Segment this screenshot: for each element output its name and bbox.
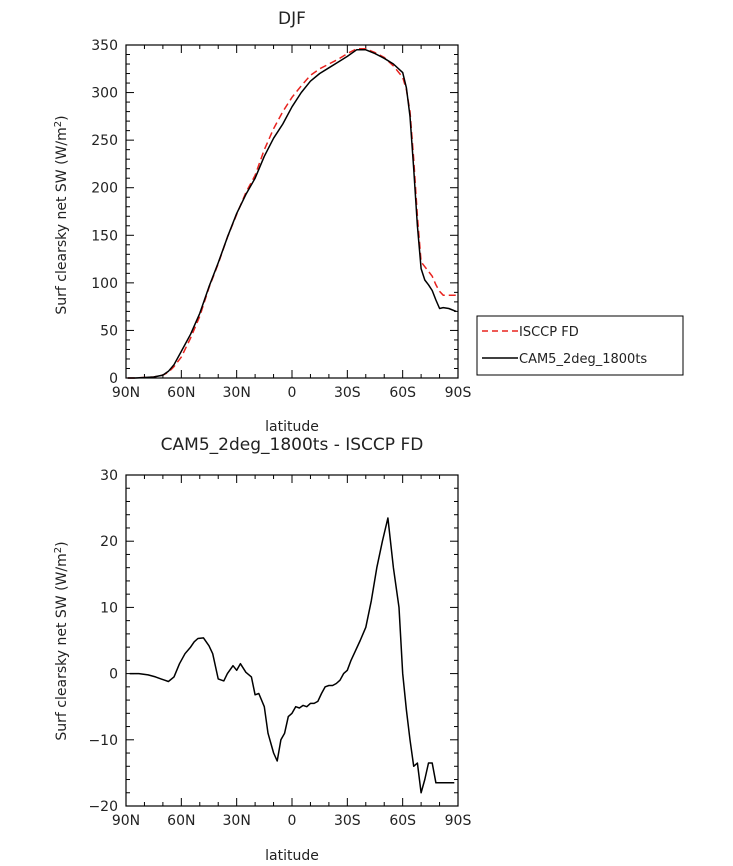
x-tick-label: 60S — [389, 385, 416, 401]
legend-label-isccp: ISCCP FD — [519, 325, 579, 340]
top-xlabel: latitude — [265, 419, 319, 435]
bottom-panel: CAM5_2deg_1800ts - ISCCP FD Surf clearsk… — [53, 435, 472, 864]
x-tick-label: 30S — [334, 813, 361, 829]
y-tick-label: 300 — [91, 86, 118, 102]
y-tick-label: −20 — [88, 799, 118, 815]
x-tick-label: 90S — [445, 385, 472, 401]
legend-box — [476, 315, 684, 376]
top-ylabel-main: Surf clearsky net SW (W/m — [54, 127, 70, 314]
y-tick-label: 10 — [100, 600, 118, 616]
y-tick-label: 200 — [91, 181, 118, 197]
x-tick-label: 30N — [223, 385, 251, 401]
y-tick-label: 150 — [91, 228, 118, 244]
x-tick-label: 60N — [167, 385, 195, 401]
y-tick-label: 250 — [91, 133, 118, 149]
top-series-lines — [127, 48, 457, 379]
y-tick-label: −10 — [88, 733, 118, 749]
svg-text:Surf clearsky net SW (W/m2): Surf clearsky net SW (W/m2) — [53, 115, 71, 314]
bottom-ylabel-close: ) — [54, 541, 70, 546]
bottom-series-lines — [129, 517, 455, 794]
svg-text:Surf clearsky net SW (W/m2): Surf clearsky net SW (W/m2) — [53, 541, 71, 740]
y-tick-label: 30 — [100, 468, 118, 484]
y-tick-label: 350 — [91, 38, 118, 54]
top-ylabel: Surf clearsky net SW (W/m2) — [53, 115, 71, 314]
top-tick-labels: 90N 60N 30N 0 30S 60S 90S 0 50 100 150 200 250 300 350 — [91, 38, 471, 401]
x-tick-label: 30N — [223, 813, 251, 829]
series-line-cam5 — [127, 49, 457, 379]
top-chart-title: DJF — [278, 9, 306, 29]
bottom-tick-labels: 90N 60N 30N 0 30S 60S 90S −20 −10 0 10 20 30 — [88, 468, 471, 829]
bottom-ylabel: Surf clearsky net SW (W/m2) — [53, 541, 71, 740]
x-tick-label: 60S — [389, 813, 416, 829]
legend: ISCCP FD CAM5_2deg_1800ts — [476, 315, 684, 376]
bottom-chart-title: CAM5_2deg_1800ts - ISCCP FD — [161, 435, 424, 455]
x-tick-label: 0 — [288, 385, 297, 401]
top-ticks — [125, 44, 459, 379]
x-tick-label: 90S — [445, 813, 472, 829]
x-tick-label: 30S — [334, 385, 361, 401]
top-panel: DJF Surf clearsky net SW (W/m2) latitude… — [53, 9, 684, 435]
top-ylabel-sup: 2 — [53, 121, 64, 127]
y-tick-label: 0 — [109, 667, 118, 683]
top-plot-frame — [125, 44, 459, 379]
bottom-ylabel-sup: 2 — [53, 547, 64, 553]
bottom-plot-frame — [125, 474, 459, 807]
series-line-isccp — [127, 48, 457, 379]
y-tick-label: 100 — [91, 276, 118, 292]
bottom-xlabel: latitude — [265, 848, 319, 864]
difference-line — [129, 517, 455, 794]
x-tick-label: 0 — [288, 813, 297, 829]
legend-label-cam5: CAM5_2deg_1800ts — [519, 352, 647, 367]
bottom-ylabel-main: Surf clearsky net SW (W/m — [54, 553, 70, 740]
y-tick-label: 50 — [100, 323, 118, 339]
top-ylabel-close: ) — [54, 115, 70, 120]
bottom-ticks — [125, 474, 459, 807]
x-tick-label: 90N — [112, 813, 140, 829]
x-tick-label: 60N — [167, 813, 195, 829]
y-tick-label: 20 — [100, 534, 118, 550]
y-tick-label: 0 — [109, 371, 118, 387]
x-tick-label: 90N — [112, 385, 140, 401]
